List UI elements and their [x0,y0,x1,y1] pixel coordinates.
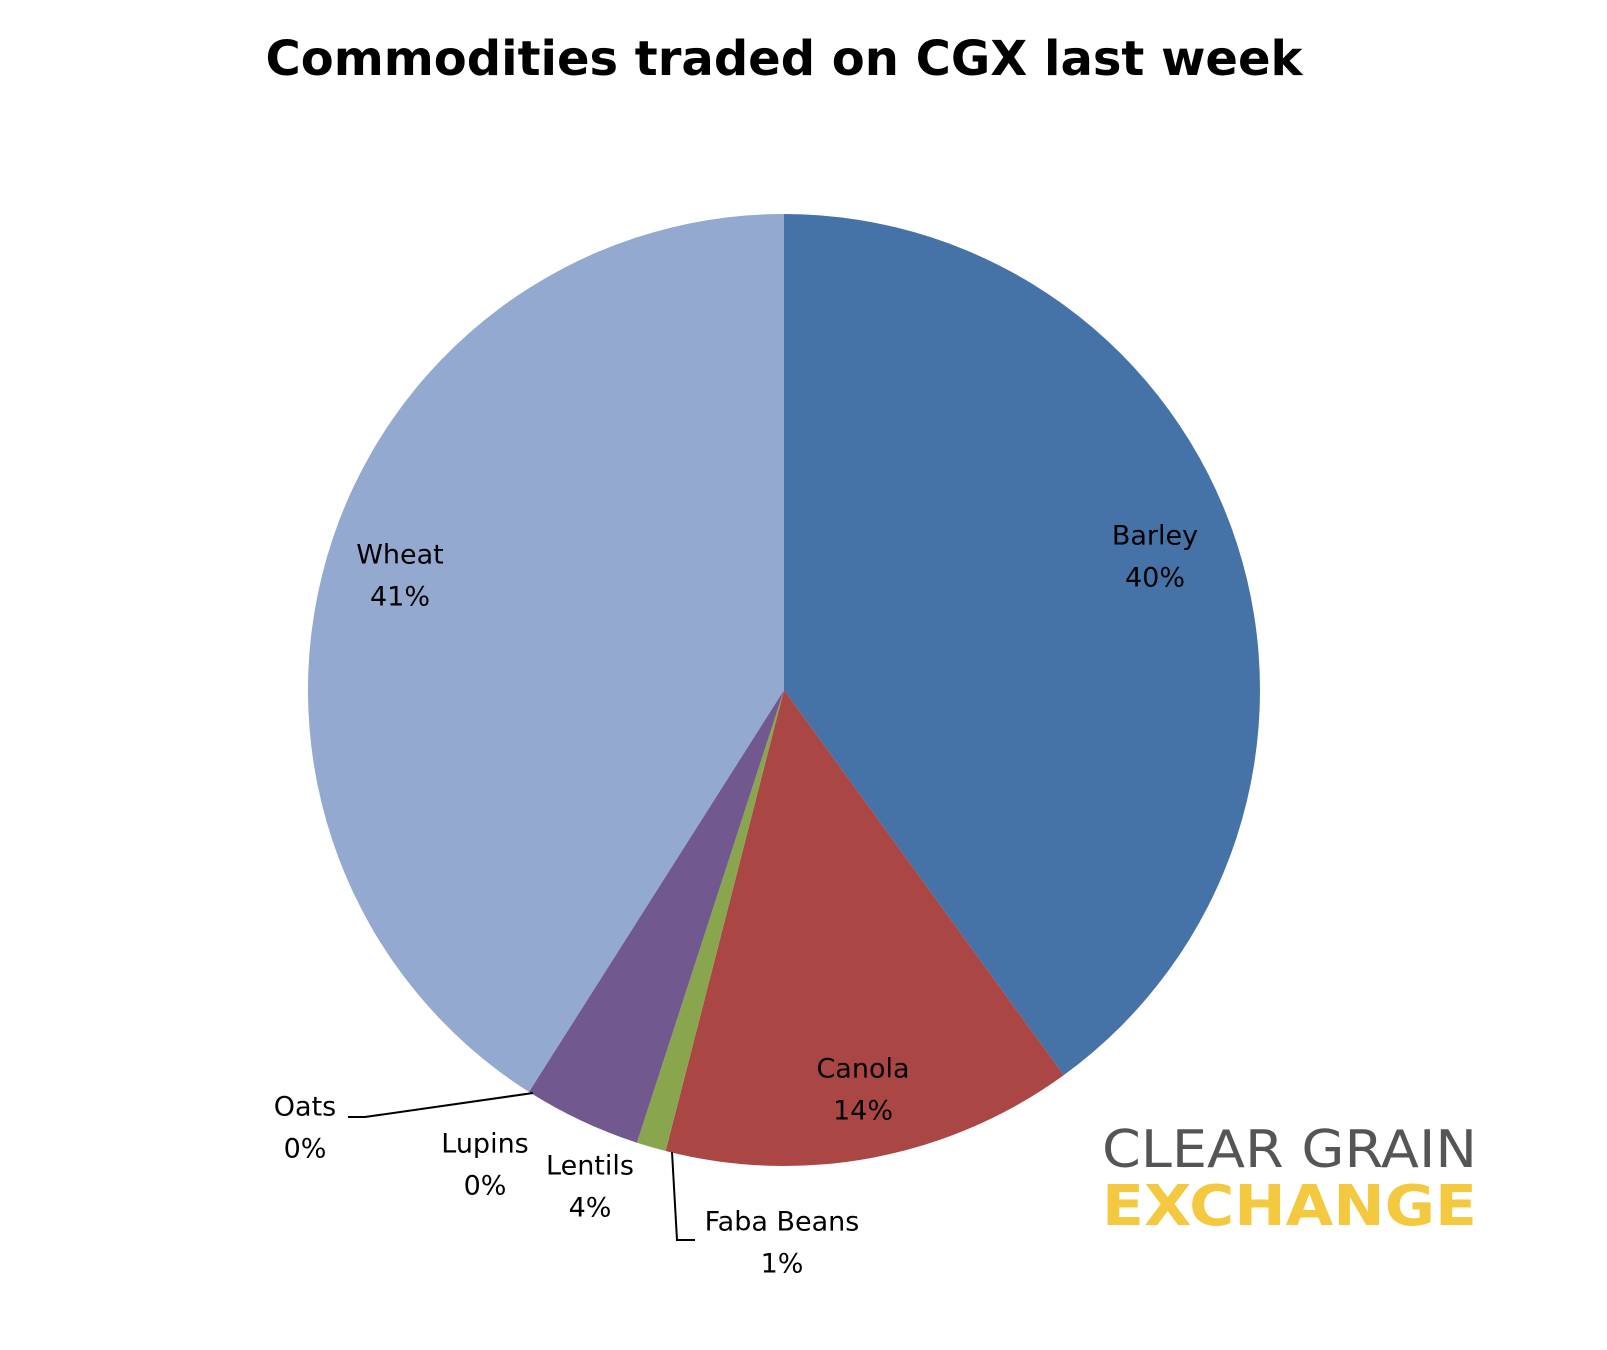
labels: Barley 40% Canola 14% Faba Beans 1% Lentils 4% L… [274,521,1198,1280]
pie-slice [528,690,784,1143]
slice-value-label: 14% [833,1096,893,1127]
leader-line [671,1151,695,1241]
slice-label: Faba Beans [705,1207,860,1238]
slice-value-label: 1% [761,1249,804,1280]
slice-label: Wheat [356,540,444,571]
logo-line2: EXCHANGE [1102,1174,1477,1239]
slice-label: Canola [816,1054,909,1085]
slice-label: Barley [1112,521,1198,552]
slice-label: Lentils [546,1151,634,1182]
chart-title: Commodities traded on CGX last week [266,31,1304,87]
pie-slice [784,214,1260,1076]
slice-value-label: 41% [370,582,430,613]
logo-line1: CLEAR GRAIN [1102,1120,1477,1180]
leader-line [348,1092,534,1118]
pie-slice [636,690,784,1152]
pie-slice [307,214,784,1092]
slice-label: Oats [274,1092,336,1123]
slice-value-label: 0% [284,1134,327,1165]
slice-value-label: 0% [464,1171,507,1202]
pie [307,214,1260,1166]
slice-value-label: 4% [569,1193,612,1224]
slice-value-label: 40% [1125,563,1185,594]
slice-label: Lupins [441,1129,529,1160]
pie-slice [665,690,1064,1166]
